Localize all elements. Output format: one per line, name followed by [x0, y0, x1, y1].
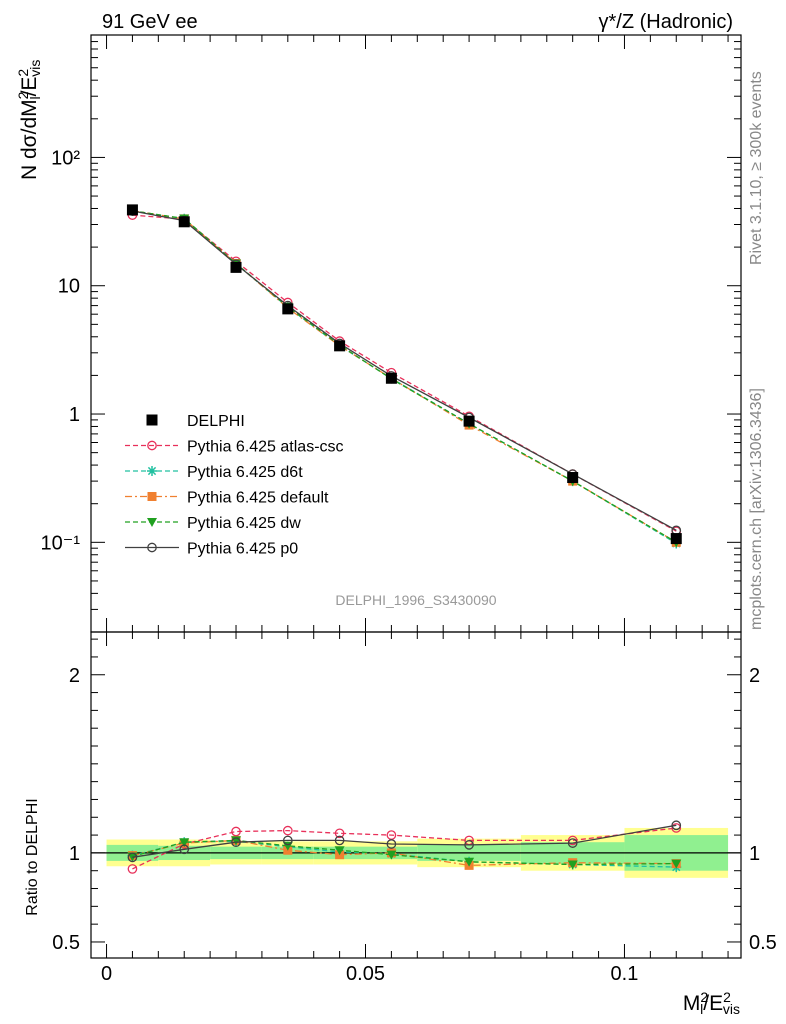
point-data	[178, 216, 190, 228]
legend-marker-p0	[147, 542, 157, 553]
series-data	[126, 204, 682, 545]
x-axis-label: M2 l/E2 vis	[683, 989, 740, 1017]
legend-entry-dw: Pythia 6.425 dw	[125, 515, 301, 532]
legend-marker-atlas_csc	[147, 440, 157, 451]
ratio-point-atlas_csc	[282, 825, 293, 836]
ratio-ytick-label-right: 0.5	[749, 932, 777, 954]
ratio-point-p0	[334, 835, 345, 846]
ratio-point-atlas_csc	[567, 835, 578, 846]
ratio-point-p0	[127, 852, 138, 863]
legend-entry-default: Pythia 6.425 default	[125, 490, 329, 507]
ratio-point-p0	[671, 820, 682, 831]
legend-marker-dw	[147, 518, 157, 527]
analysis-id: DELPHI_1996_S3430090	[335, 592, 496, 608]
ratio-point-p0	[231, 837, 241, 848]
mcplots-label: mcplots.cern.ch [arXiv:1306.3436]	[748, 388, 765, 630]
ratio-point-atlas_csc	[671, 823, 682, 833]
legend-label: Pythia 6.425 atlas-csc	[187, 439, 344, 456]
main-ytick-label: 10⁻¹	[41, 532, 81, 554]
legend-entry-atlas_csc: Pythia 6.425 atlas-csc	[125, 439, 344, 456]
point-data	[126, 204, 138, 216]
legend-label: Pythia 6.425 default	[187, 490, 329, 507]
header-right-title: γ*/Z (Hadronic)	[599, 11, 733, 33]
ratio-point-p0	[464, 840, 474, 850]
ratio-point-atlas_csc	[231, 826, 241, 837]
ratio-point-dw	[671, 859, 682, 869]
point-data	[385, 372, 397, 384]
ratio-frame	[90, 631, 742, 959]
ratio-ytick-label-left: 2	[69, 665, 80, 687]
ratio-ytick-label-right: 2	[749, 665, 760, 687]
main-ytick-label: 1	[69, 404, 80, 426]
legend-marker-default	[147, 492, 157, 501]
legend-marker-data	[146, 414, 158, 426]
main-ylabel: N dσ/dM2l/E2vis	[15, 60, 43, 180]
ratio-ytick-label-left: 0.5	[52, 932, 80, 954]
main-ytick-label: 10	[58, 276, 80, 298]
legend-entry-p0: Pythia 6.425 p0	[125, 541, 298, 558]
ratio-line-p0	[132, 824, 677, 858]
point-data	[230, 261, 242, 273]
ratio-point-dw	[464, 857, 475, 867]
main-ytick-label: 10²	[51, 147, 80, 169]
ratio-point-dw	[386, 850, 397, 860]
legend-entry-data: DELPHI	[146, 413, 245, 430]
x-tick-label: 0	[101, 963, 112, 985]
ratio-ytick-label-left: 1	[69, 843, 80, 865]
ratio-point-atlas_csc	[127, 864, 138, 874]
legend-entry-d6t: Pythia 6.425 d6t	[125, 464, 303, 481]
point-data	[670, 533, 682, 545]
point-data	[567, 472, 579, 484]
ratio-series-atlas_csc	[127, 823, 682, 874]
ratio-point-p0	[282, 835, 293, 846]
legend-label: DELPHI	[187, 413, 245, 430]
legend-label: Pythia 6.425 d6t	[187, 464, 303, 481]
ratio-point-dw	[179, 838, 190, 848]
ratio-point-p0	[386, 839, 397, 849]
ratio-ylabel: Ratio to DELPHI	[24, 798, 41, 915]
ratio-point-atlas_csc	[334, 828, 345, 839]
ratio-series-p0	[127, 820, 682, 863]
legend-marker-d6t	[147, 466, 157, 476]
main-plot-panel: 10⁻¹ 1 10 10²	[41, 34, 742, 633]
x-tick-label: 0.05	[346, 963, 385, 985]
ratio-line-atlas_csc	[132, 827, 677, 870]
ratio-point-dw	[567, 860, 578, 870]
legend-label: Pythia 6.425 p0	[187, 541, 298, 558]
ratio-point-p0	[179, 844, 190, 855]
ratio-ytick-label-right: 1	[749, 843, 760, 865]
ratio-point-dw	[334, 846, 345, 856]
point-data	[334, 340, 346, 352]
legend: DELPHI Pythia 6.425 atlas-csc Pythia 6.425…	[125, 413, 344, 558]
legend-label: Pythia 6.425 dw	[187, 515, 301, 532]
rivet-label: Rivet 3.1.10, ≥ 300k events	[748, 71, 765, 265]
point-data	[463, 415, 475, 427]
ratio-plot-panel: 0.5 0.5 1 1 2 2 0 0.05 0.1	[52, 631, 777, 985]
header-left-title: 91 GeV ee	[102, 11, 198, 33]
x-tick-label: 0.1	[611, 963, 639, 985]
point-data	[282, 303, 294, 315]
ratio-point-p0	[567, 838, 578, 848]
